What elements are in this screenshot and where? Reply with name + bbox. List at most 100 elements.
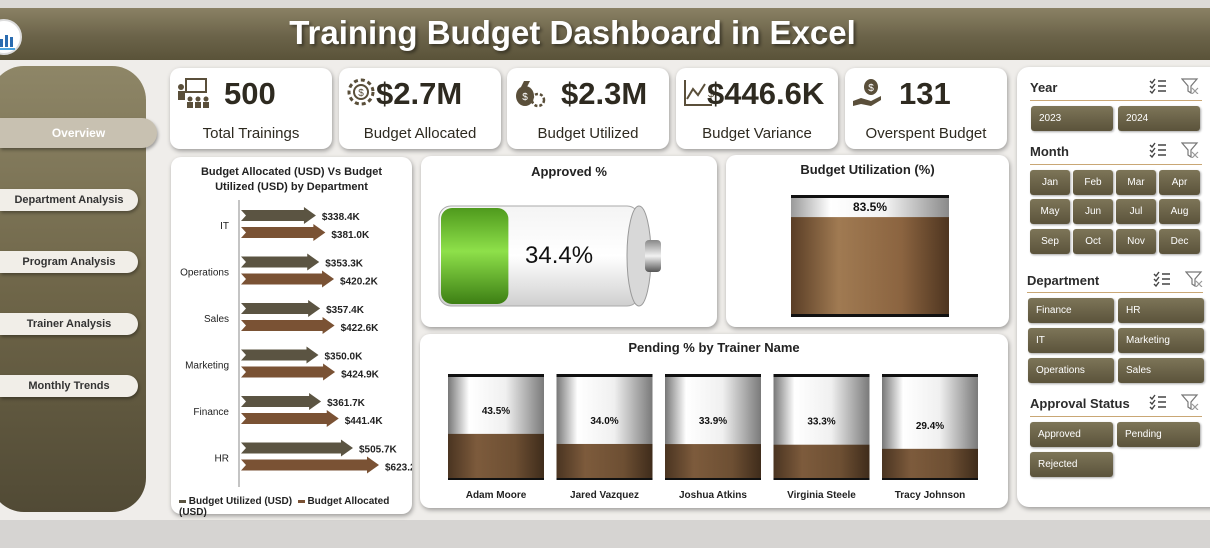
slicer-divider	[1030, 416, 1202, 417]
pending-value-label: 34.0%	[590, 416, 618, 427]
approved-title: Approved %	[531, 164, 607, 179]
slicer-month-may[interactable]: May	[1030, 199, 1070, 224]
value-label-utilized: $505.7K	[359, 445, 398, 456]
category-label: Sales	[204, 314, 229, 325]
bar-allocated	[241, 224, 326, 241]
clear-filter-icon[interactable]	[1185, 271, 1203, 287]
sidebar-item-overview[interactable]: Overview	[0, 118, 157, 148]
hand-money-icon: $	[853, 79, 881, 106]
kpi-value: 500	[224, 76, 276, 111]
category-label: IT	[220, 221, 229, 232]
cylinder-rim	[773, 374, 870, 377]
slicer-year-2023[interactable]: 2023	[1031, 106, 1113, 131]
slicer-month-nov[interactable]: Nov	[1116, 229, 1156, 254]
kpi-label: Total Trainings	[202, 125, 300, 142]
utilization-title: Budget Utilization (%)	[800, 162, 935, 177]
slicer-year-2024[interactable]: 2024	[1118, 106, 1200, 131]
value-label-utilized: $338.4K	[322, 212, 361, 223]
approved-value: 34.4%	[525, 242, 594, 269]
value-label-utilized: $350.0K	[325, 352, 364, 363]
cylinder-base	[448, 478, 544, 480]
department-bar-plot: $338.4K $381.0K IT $353.3K $420.2K Operations…	[180, 200, 412, 487]
slicer-month-oct[interactable]: Oct	[1073, 229, 1113, 254]
battery-fill	[441, 208, 509, 304]
slicer-month-apr[interactable]: Apr	[1159, 170, 1200, 195]
sidebar-item-program-analysis[interactable]: Program Analysis	[0, 251, 138, 273]
pending-bar	[448, 433, 544, 480]
slicer-month-aug[interactable]: Aug	[1159, 199, 1200, 224]
budget-by-department-chart: Budget Allocated (USD) Vs Budget Utilize…	[171, 157, 412, 518]
chart-title-line-1: Budget Allocated (USD) Vs Budget	[200, 166, 383, 178]
utilization-fill	[791, 217, 949, 314]
trainer-name-label: Virginia Steele	[787, 490, 856, 501]
slicer-month-sep[interactable]: Sep	[1030, 229, 1070, 254]
svg-text:$: $	[522, 92, 528, 103]
slicer-dept-finance[interactable]: Finance	[1028, 298, 1114, 323]
value-label-allocated: $381.0K	[331, 230, 370, 241]
kpi-card-budget-utilized: $ $2.3M Budget Utilized	[507, 68, 669, 149]
value-label-allocated: $441.4K	[345, 416, 384, 427]
svg-text:$: $	[708, 88, 714, 100]
value-label-allocated: $422.6K	[341, 323, 380, 334]
pending-value-label: 33.9%	[699, 416, 727, 427]
kpi-card-overspent-budget: $ 131 Overspent Budget	[845, 68, 1007, 149]
bar-utilized	[241, 300, 321, 317]
category-label: Operations	[180, 268, 229, 279]
value-label-utilized: $353.3K	[325, 259, 364, 270]
slicer-month-feb[interactable]: Feb	[1073, 170, 1113, 195]
sidebar-item-monthly-trends[interactable]: Monthly Trends	[0, 375, 138, 397]
trainer-name-label: Tracy Johnson	[895, 490, 966, 501]
slicer-dept-hr[interactable]: HR	[1118, 298, 1204, 323]
trainer-name-label: Joshua Atkins	[679, 490, 747, 501]
cylinder-base	[556, 478, 653, 480]
slicer-month-jun[interactable]: Jun	[1073, 199, 1113, 224]
svg-text:$: $	[868, 83, 874, 94]
presentation-icon	[178, 78, 209, 108]
utilization-gauge	[791, 195, 949, 317]
slicer-dept-operations[interactable]: Operations	[1028, 358, 1114, 383]
bar-allocated	[241, 270, 335, 288]
sidebar-item-trainer-analysis[interactable]: Trainer Analysis	[0, 313, 138, 335]
clear-filter-icon[interactable]	[1181, 142, 1199, 158]
multi-select-icon[interactable]	[1149, 142, 1167, 158]
kpi-value: 131	[899, 76, 951, 111]
slicer-status-pending[interactable]: Pending	[1117, 422, 1200, 447]
category-label: Finance	[193, 407, 229, 418]
slicer-status-approved[interactable]: Approved	[1030, 422, 1113, 447]
cylinder-rim	[448, 374, 544, 377]
slicer-approval-title: Approval Status	[1030, 396, 1130, 411]
slicer-dept-sales[interactable]: Sales	[1118, 358, 1204, 383]
slicer-month-title: Month	[1030, 144, 1069, 159]
slicer-dept-marketing[interactable]: Marketing	[1118, 328, 1204, 353]
slicer-month-jul[interactable]: Jul	[1116, 199, 1156, 224]
slicer-divider	[1027, 292, 1203, 293]
clear-filter-icon[interactable]	[1181, 394, 1199, 410]
bar-utilized	[241, 346, 319, 364]
value-label-utilized: $357.4K	[326, 305, 365, 316]
kpi-label: Budget Utilized	[537, 125, 639, 142]
slicer-month-mar[interactable]: Mar	[1116, 170, 1156, 195]
slicer-dept-it[interactable]: IT	[1028, 328, 1114, 353]
approved-percent-card: Approved % 34.4%	[421, 156, 717, 327]
slicer-month-jan[interactable]: Jan	[1030, 170, 1070, 195]
slicer-divider	[1030, 164, 1202, 165]
multi-select-icon[interactable]	[1149, 78, 1167, 94]
sidebar-item-department-analysis[interactable]: Department Analysis	[0, 189, 138, 211]
multi-select-icon[interactable]	[1149, 394, 1167, 410]
value-label-allocated: $424.9K	[341, 370, 380, 381]
cylinder-rim	[556, 374, 653, 377]
pending-value-label: 33.3%	[807, 417, 835, 428]
bar-utilized	[241, 393, 322, 410]
kpi-label: Budget Allocated	[363, 125, 477, 142]
legend-swatch-allocated	[297, 499, 305, 503]
bar-utilized	[241, 207, 316, 224]
multi-select-icon[interactable]	[1153, 271, 1171, 287]
kpi-value: $446.6K	[707, 76, 825, 111]
bar-allocated	[241, 363, 336, 381]
slicer-status-rejected[interactable]: Rejected	[1030, 452, 1113, 477]
pending-title: Pending % by Trainer Name	[628, 340, 800, 355]
pending-bar	[665, 444, 761, 480]
slicer-month-dec[interactable]: Dec	[1159, 229, 1200, 254]
slicer-department-title: Department	[1027, 273, 1100, 288]
clear-filter-icon[interactable]	[1181, 78, 1199, 94]
